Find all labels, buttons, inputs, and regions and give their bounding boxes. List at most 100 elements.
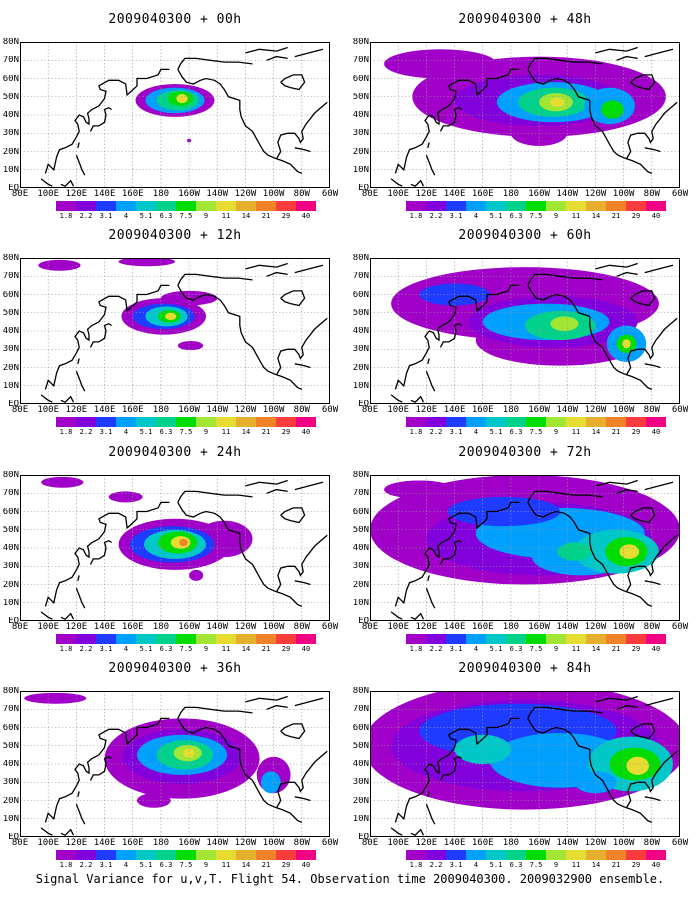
variance-map: [370, 258, 680, 404]
coastline: [427, 142, 430, 148]
lat-tick-label: 10N: [2, 814, 19, 824]
colorbar-swatch: [526, 417, 546, 427]
lon-tick-label: 100E: [37, 838, 60, 848]
coastline: [177, 69, 303, 174]
lat-tick-label: 60N: [2, 507, 19, 517]
map-frame: [370, 258, 680, 404]
colorbar-swatch: [176, 634, 196, 644]
colorbar-swatch: [646, 634, 666, 644]
coastline: [245, 479, 288, 487]
panel-title: 2009040300 + 60h: [458, 228, 592, 243]
colorbar-swatch: [196, 417, 216, 427]
variance-map: [20, 475, 330, 621]
lon-tick-label: 140E: [93, 838, 116, 848]
colorbar-label: 11: [571, 861, 581, 869]
colorbar-swatch: [136, 417, 156, 427]
lat-tick-label: 30N: [352, 129, 369, 139]
colorbar-swatch: [586, 201, 606, 211]
lat-tick-label: 60N: [352, 290, 369, 300]
colorbar: [406, 850, 666, 860]
colorbar-label: 3.1: [449, 645, 463, 653]
figure-caption: Signal Variance for u,v,T. Flight 54. Ob…: [35, 872, 665, 886]
lon-tick-label: 120W: [234, 405, 257, 415]
colorbar-label: 2.2: [79, 645, 93, 653]
map-frame: [20, 475, 330, 621]
colorbar-swatch: [646, 201, 666, 211]
colorbar-label: 11: [571, 428, 581, 436]
lon-tick-label: 100W: [612, 189, 635, 199]
colorbar-label: 3.1: [449, 428, 463, 436]
lat-tick-label: 10N: [2, 598, 19, 608]
lat-tick-label: 80N: [2, 687, 19, 696]
lat-tick-label: EQ: [8, 617, 19, 626]
coastline: [60, 395, 75, 403]
lon-tick-label: 120W: [584, 622, 607, 632]
colorbar-swatch: [426, 634, 446, 644]
colorbar-swatch: [196, 634, 216, 644]
coastline: [625, 534, 678, 593]
lat-tick-label: 10N: [352, 814, 369, 824]
coastline: [266, 271, 288, 277]
coastline: [40, 394, 53, 403]
lon-tick-label: 140W: [556, 405, 579, 415]
lon-tick-label: 120E: [65, 622, 88, 632]
colorbar-swatch: [116, 201, 136, 211]
lat-tick-label: EQ: [358, 184, 369, 193]
coastline: [595, 262, 638, 270]
lat-tick-label: 50N: [2, 308, 19, 318]
lon-tick-label: 160E: [121, 622, 144, 632]
lon-tick-label: 100W: [612, 405, 635, 415]
lat-tick-label: 20N: [2, 147, 19, 157]
colorbar-swatch: [96, 850, 116, 860]
colorbar-swatch: [446, 634, 466, 644]
colorbar-label: 14: [591, 212, 601, 220]
colorbar-label: 1.8: [59, 645, 73, 653]
colorbar-label: 2.2: [79, 428, 93, 436]
coastline: [630, 507, 656, 524]
colorbar-label: 1.8: [409, 645, 423, 653]
coastline: [390, 827, 403, 836]
panel-title: 2009040300 + 48h: [458, 12, 592, 27]
lat-tick-label: 60N: [2, 723, 19, 733]
coastline: [294, 363, 311, 369]
colorbar-label: 6.3: [159, 861, 173, 869]
colorbar-swatch: [646, 850, 666, 860]
colorbar-label: 7.5: [179, 428, 193, 436]
colorbar-swatch: [486, 850, 506, 860]
lon-tick-label: 100E: [387, 838, 410, 848]
colorbar-swatch: [586, 850, 606, 860]
lon-tick-label: 140W: [206, 405, 229, 415]
lat-tick-label: 50N: [352, 525, 369, 535]
lon-tick-label: 140E: [443, 405, 466, 415]
lat-tick-label: 70N: [352, 489, 369, 499]
lon-tick-label: 120E: [65, 189, 88, 199]
lat-tick-label: 30N: [2, 778, 19, 788]
colorbar-label: 2.2: [79, 212, 93, 220]
lat-tick-label: 50N: [2, 92, 19, 102]
coastline: [275, 534, 328, 593]
lat-tick-label: 10N: [352, 381, 369, 391]
colorbar-label: 4: [473, 645, 479, 653]
lon-tick-label: 80E: [361, 622, 379, 632]
colorbar-label: 5.1: [489, 645, 503, 653]
colorbar-label: 11: [221, 428, 231, 436]
lon-tick-label: 180: [502, 189, 520, 199]
lat-tick-label: 30N: [2, 345, 19, 355]
coastline: [40, 178, 53, 187]
colorbar-swatch: [136, 634, 156, 644]
coastline: [245, 262, 288, 270]
lon-tick-label: 160E: [471, 622, 494, 632]
colorbar-label: 7.5: [179, 861, 193, 869]
colorbar-label: 2.2: [429, 645, 443, 653]
lon-tick-label: 160E: [471, 189, 494, 199]
lon-tick-label: 100W: [262, 838, 285, 848]
coastline: [77, 575, 80, 581]
lon-tick-label: 120W: [584, 838, 607, 848]
coastline: [280, 507, 306, 524]
coastline: [75, 587, 86, 609]
colorbar-label: 9: [203, 861, 209, 869]
colorbar-swatch: [466, 634, 486, 644]
lon-tick-label: 60W: [321, 622, 339, 632]
colorbar-label: 6.3: [159, 428, 173, 436]
colorbar-label: 14: [241, 645, 251, 653]
